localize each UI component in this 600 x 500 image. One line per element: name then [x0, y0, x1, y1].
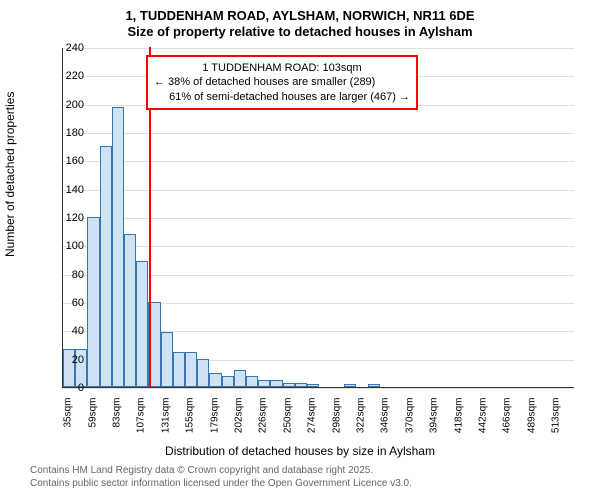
histogram-bar — [222, 376, 234, 387]
x-tick-label: 346sqm — [380, 398, 391, 438]
x-tick-label: 418sqm — [453, 398, 464, 438]
x-tick-label: 394sqm — [429, 398, 440, 438]
x-tick-label: 442sqm — [477, 398, 488, 438]
x-tick-label: 466sqm — [502, 398, 513, 438]
histogram-bar — [283, 383, 295, 387]
x-tick-label: 131sqm — [160, 398, 171, 438]
x-tick-label: 155sqm — [185, 398, 196, 438]
annotation-box: 1 TUDDENHAM ROAD: 103sqm← 38% of detache… — [146, 55, 418, 110]
x-tick-label: 322sqm — [355, 398, 366, 438]
y-tick-label: 140 — [54, 184, 84, 196]
histogram-bar — [258, 380, 270, 387]
x-tick-label: 83sqm — [111, 398, 122, 438]
y-tick-label: 20 — [54, 354, 84, 366]
histogram-bar — [209, 373, 221, 387]
histogram-bar — [307, 384, 319, 387]
y-tick-label: 100 — [54, 240, 84, 252]
gridline — [63, 133, 574, 134]
histogram-bar — [173, 352, 185, 387]
y-tick-label: 80 — [54, 269, 84, 281]
y-axis-label: Number of detached properties — [3, 92, 17, 257]
y-tick-label: 0 — [54, 382, 84, 394]
y-tick-label: 180 — [54, 127, 84, 139]
histogram-bar — [112, 107, 124, 388]
x-tick-label: 35sqm — [63, 398, 74, 438]
footer-line1: Contains HM Land Registry data © Crown c… — [30, 465, 373, 476]
y-tick-label: 220 — [54, 70, 84, 82]
chart-plot-area: 1 TUDDENHAM ROAD: 103sqm← 38% of detache… — [62, 48, 574, 388]
x-tick-label: 489sqm — [526, 398, 537, 438]
annotation-line1: 1 TUDDENHAM ROAD: 103sqm — [154, 61, 410, 75]
histogram-bar — [87, 217, 99, 387]
histogram-bar — [185, 352, 197, 387]
x-tick-label: 59sqm — [87, 398, 98, 438]
x-tick-label: 250sqm — [282, 398, 293, 438]
x-tick-label: 226sqm — [258, 398, 269, 438]
annotation-line2: ← 38% of detached houses are smaller (28… — [154, 75, 410, 89]
y-tick-label: 120 — [54, 212, 84, 224]
annotation-line3: 61% of semi-detached houses are larger (… — [154, 90, 410, 104]
x-tick-label: 513sqm — [551, 398, 562, 438]
x-tick-label: 370sqm — [404, 398, 415, 438]
gridline — [63, 218, 574, 219]
histogram-bar — [234, 370, 246, 387]
histogram-bar — [124, 234, 136, 387]
histogram-bar — [136, 261, 148, 387]
histogram-bar — [246, 376, 258, 387]
y-tick-label: 160 — [54, 155, 84, 167]
y-tick-label: 200 — [54, 99, 84, 111]
x-tick-label: 274sqm — [307, 398, 318, 438]
chart-title-line1: 1, TUDDENHAM ROAD, AYLSHAM, NORWICH, NR1… — [0, 8, 600, 23]
x-tick-label: 202sqm — [233, 398, 244, 438]
gridline — [63, 388, 574, 389]
histogram-bar — [161, 332, 173, 387]
footer-line2: Contains public sector information licen… — [30, 478, 412, 489]
histogram-bar — [368, 384, 380, 387]
x-axis-label: Distribution of detached houses by size … — [0, 444, 600, 458]
gridline — [63, 246, 574, 247]
y-tick-label: 60 — [54, 297, 84, 309]
histogram-bar — [197, 359, 209, 387]
x-tick-label: 298sqm — [331, 398, 342, 438]
gridline — [63, 48, 574, 49]
gridline — [63, 161, 574, 162]
histogram-bar — [270, 380, 282, 387]
histogram-bar — [295, 383, 307, 387]
histogram-bar — [344, 384, 356, 387]
x-tick-label: 179sqm — [209, 398, 220, 438]
x-tick-label: 107sqm — [136, 398, 147, 438]
gridline — [63, 190, 574, 191]
y-tick-label: 40 — [54, 325, 84, 337]
histogram-bar — [100, 146, 112, 387]
chart-title-line2: Size of property relative to detached ho… — [0, 24, 600, 39]
y-tick-label: 240 — [54, 42, 84, 54]
